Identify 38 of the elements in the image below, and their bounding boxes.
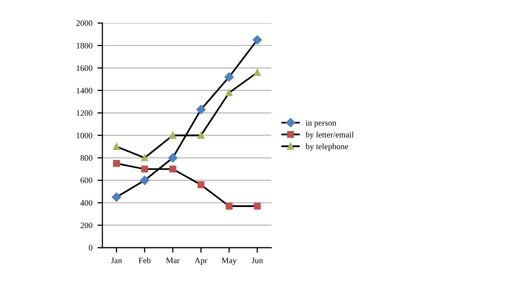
point	[141, 166, 148, 173]
point	[113, 143, 120, 150]
y-tick-label: 200	[80, 222, 92, 228]
x-tick-label: Apr	[194, 258, 208, 265]
x-tick-label: Jan	[111, 258, 122, 264]
legend-label: by letter/email	[306, 132, 354, 140]
point	[254, 68, 261, 76]
point	[112, 192, 122, 202]
y-tick-label: 1000	[76, 132, 92, 138]
point	[252, 35, 262, 45]
legend-label: in person	[306, 120, 336, 128]
point	[169, 132, 176, 139]
y-tick-label: 1600	[76, 65, 92, 71]
point	[113, 160, 120, 167]
x-tick-label: Jun	[252, 258, 263, 264]
x-tick-label: Mar	[166, 258, 180, 264]
y-tick-label: 1200	[76, 110, 92, 116]
y-tick-label: 400	[80, 200, 92, 206]
y-tick-label: 0	[88, 245, 92, 251]
legend-label: by telephone	[306, 143, 348, 151]
point	[197, 181, 204, 188]
point	[226, 89, 233, 96]
y-tick-label: 1400	[76, 88, 92, 94]
point	[197, 132, 204, 139]
point	[168, 153, 178, 162]
x-tick-label: Feb	[138, 257, 151, 264]
x-tick-label: May	[222, 258, 237, 265]
point	[224, 72, 234, 82]
point	[141, 154, 148, 162]
y-tick-label: 800	[80, 155, 92, 161]
point	[196, 104, 206, 114]
y-tick-label: 2000	[76, 20, 92, 26]
y-tick-label: 1800	[76, 42, 92, 48]
point	[169, 166, 176, 173]
point	[140, 176, 150, 185]
y-tick-label: 600	[80, 178, 92, 184]
point	[226, 202, 233, 210]
point	[254, 202, 261, 210]
